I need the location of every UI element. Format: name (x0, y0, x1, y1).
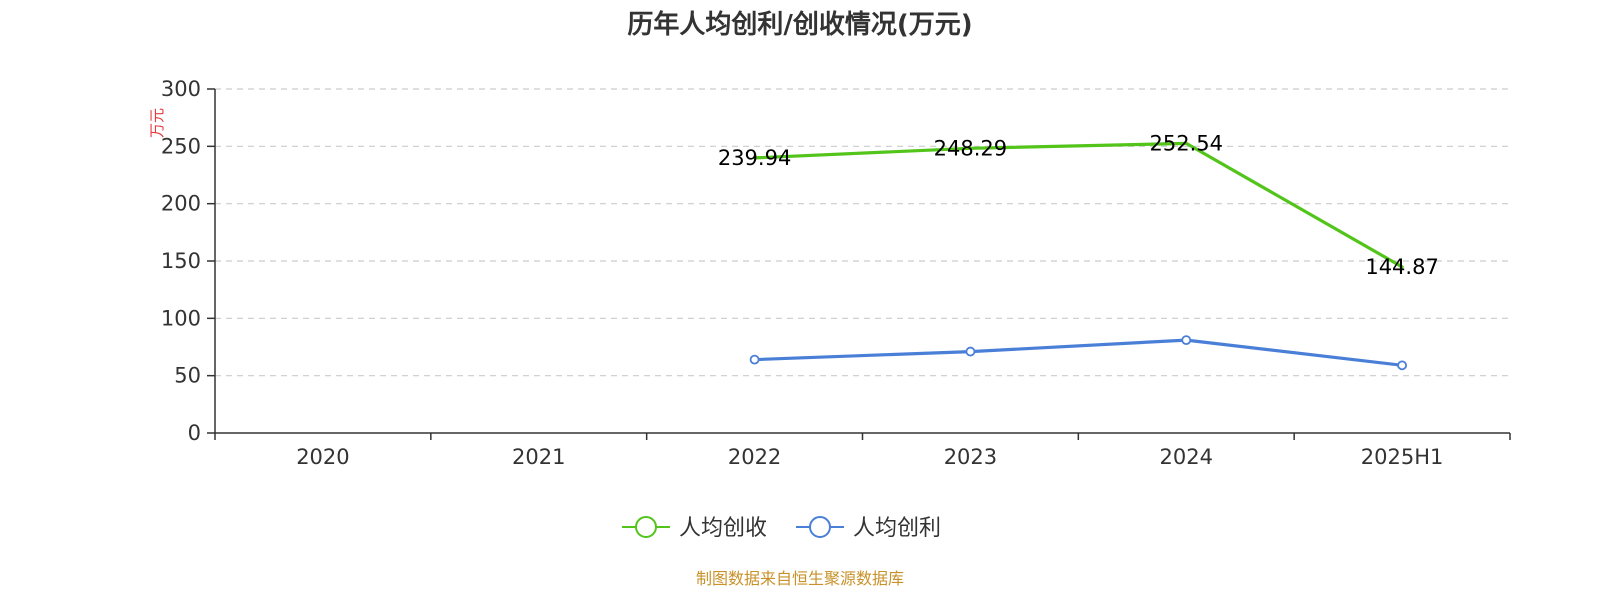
data-label: 248.29 (934, 136, 1007, 160)
y-axis-ticks: 0 50 100 150 200 250 300 (161, 77, 201, 445)
source-note: 制图数据来自恒生聚源数据库 (696, 569, 904, 588)
x-tick-label: 2022 (728, 445, 781, 469)
y-tick-label: 300 (161, 77, 201, 101)
series-line-2 (753, 338, 1404, 367)
legend-circle-icon (809, 516, 831, 538)
x-tick-label: 2020 (296, 445, 349, 469)
x-tick-label: 2021 (512, 445, 565, 469)
data-point (749, 354, 760, 365)
legend-label: 人均创收 (679, 516, 767, 541)
data-point (1181, 335, 1192, 346)
y-tick-label: 100 (161, 306, 201, 330)
x-axis-ticks: 2020 2021 2022 2023 2024 2025H1 (296, 445, 1443, 469)
y-axis-unit-label: 万元 (148, 108, 166, 138)
data-label: 252.54 (1150, 131, 1223, 155)
legend-circle-icon (635, 516, 657, 538)
y-tick-label: 200 (161, 192, 201, 216)
axes (207, 88, 1511, 440)
x-tick-label: 2023 (944, 445, 997, 469)
legend-item-2[interactable]: 人均创利 (796, 516, 941, 541)
y-tick-label: 150 (161, 249, 201, 273)
data-label: 239.94 (718, 146, 791, 170)
legend: 人均创收 人均创利 (622, 516, 941, 541)
data-point (965, 346, 976, 357)
series-markers (749, 335, 1407, 371)
grid-lines (215, 88, 1510, 377)
y-tick-label: 50 (174, 364, 201, 388)
legend-item-1[interactable]: 人均创收 (622, 516, 767, 541)
data-point (1397, 360, 1407, 371)
series-lines (753, 141, 1404, 367)
series-line-1 (753, 141, 1404, 269)
x-tick-label: 2025H1 (1361, 445, 1444, 469)
x-tick-label: 2024 (1160, 445, 1213, 469)
legend-label: 人均创利 (853, 516, 941, 541)
data-label: 144.87 (1365, 255, 1438, 279)
chart-title: 历年人均创利/创收情况(万元) (627, 9, 972, 40)
data-labels: 239.94 248.29 252.54 144.87 (718, 131, 1439, 278)
y-tick-label: 250 (161, 134, 201, 158)
y-tick-label: 0 (188, 421, 201, 445)
